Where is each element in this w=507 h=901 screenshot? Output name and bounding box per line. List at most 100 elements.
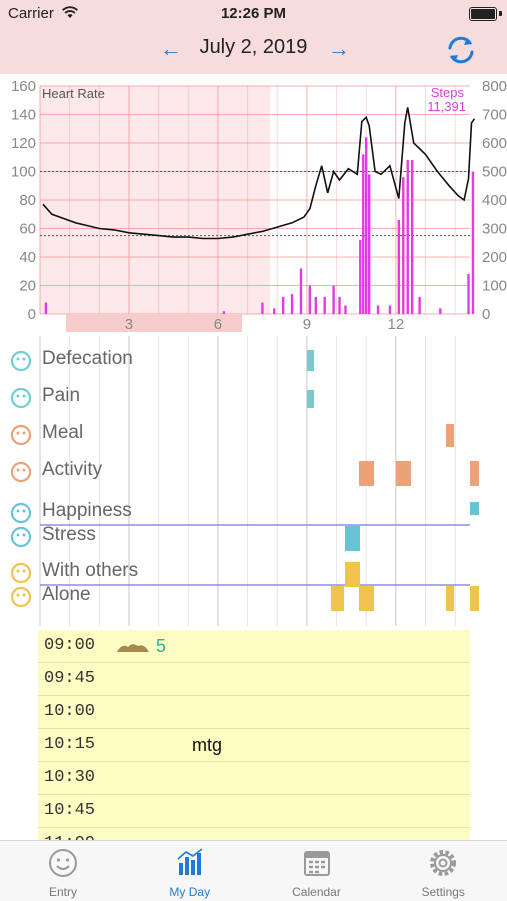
note-time: 09:00 (44, 636, 96, 655)
steps-bar (439, 308, 442, 314)
steps-bar (388, 305, 392, 314)
note-time: 11:00 (44, 834, 95, 840)
left-tick-label: 80 (19, 192, 36, 209)
event-block[interactable] (470, 586, 479, 611)
row-label: Defecation (42, 348, 133, 369)
event-block[interactable] (446, 424, 454, 448)
steps-bar (44, 302, 48, 314)
event-block[interactable] (358, 461, 374, 486)
row-label: Activity (42, 459, 103, 480)
happiness-icon (6, 500, 36, 526)
steps-bar (471, 171, 475, 314)
event-block[interactable] (345, 526, 361, 551)
steps-bar (397, 219, 401, 314)
row-label: Meal (42, 422, 84, 443)
event-block[interactable] (470, 461, 479, 486)
steps-bar (261, 302, 264, 314)
pain-icon (6, 385, 36, 411)
gear-icon (430, 850, 457, 876)
tab-entry[interactable]: Entry (0, 841, 126, 901)
smiley-icon (49, 849, 77, 877)
tab-label: Settings (421, 885, 465, 899)
event-block[interactable] (395, 461, 411, 486)
steps-bar (314, 296, 317, 314)
clock-time: 12:26 PM (220, 5, 287, 22)
right-tick-label: 100 (482, 278, 507, 295)
steps-bar (359, 239, 362, 314)
left-tick-label: 20 (19, 278, 36, 295)
note-row[interactable]: 10:30 (38, 762, 470, 795)
event-block[interactable] (470, 502, 479, 515)
left-tick-label: 40 (19, 249, 36, 266)
note-row[interactable]: 09:00 5 (38, 630, 470, 663)
steps-bar (467, 274, 470, 314)
steps-bar (410, 160, 414, 314)
steps-bar (273, 308, 276, 314)
arrow-left-icon[interactable]: ← (160, 36, 182, 61)
event-block[interactable] (345, 562, 361, 587)
steps-bar (338, 296, 341, 314)
status-bar: Carrier 12:26 PM (0, 0, 507, 28)
event-block[interactable] (306, 350, 315, 354)
right-tick-label: 800 (482, 78, 507, 95)
note-time: 10:45 (44, 801, 96, 820)
note-row[interactable]: 11:00 (38, 828, 470, 840)
alone-icon (6, 584, 36, 610)
event-block[interactable] (330, 586, 344, 611)
battery-tip (499, 11, 502, 16)
steps-bar (323, 296, 326, 314)
carrier-label: Carrier (8, 5, 54, 22)
right-tick-label: 200 (482, 249, 507, 266)
right-tick-label: 600 (482, 135, 507, 152)
heart-rate-steps-chart: 1601401201008060402008007006005004003002… (11, 78, 507, 333)
note-row[interactable]: 10:00 (38, 696, 470, 729)
tab-my-day[interactable]: My Day (127, 841, 253, 901)
defecation-icon (6, 348, 36, 374)
rows-grid (39, 336, 470, 626)
x-tick-label: 12 (388, 316, 405, 333)
tab-calendar[interactable]: Calendar (254, 841, 380, 901)
battery-icon (469, 7, 497, 21)
note-row[interactable]: 10:15 mtg (38, 729, 470, 762)
left-tick-label: 100 (11, 164, 36, 181)
steps-bar (402, 177, 405, 314)
steps-bar (281, 296, 285, 314)
nav-bar: ← July 2, 2019 → (0, 28, 507, 74)
row-label: Stress (42, 524, 96, 545)
row-label: Happiness (42, 500, 132, 521)
tab-label: My Day (169, 885, 211, 899)
event-block[interactable] (306, 389, 315, 408)
steps-bar (365, 137, 368, 314)
x-tick-label: 3 (125, 316, 133, 333)
steps-bar (344, 305, 347, 314)
heart-rate-label: Heart Rate (42, 86, 105, 101)
event-rows: Defecation Pain Meal Activity Happiness Stres… (0, 336, 507, 626)
note-row[interactable]: 09:45 (38, 663, 470, 696)
steps-label: Steps (431, 85, 465, 100)
steps-bar (362, 154, 365, 314)
row-label: Pain (42, 385, 81, 406)
right-tick-label: 300 (482, 221, 507, 238)
arrow-right-icon[interactable]: → (328, 36, 350, 61)
event-block[interactable] (446, 586, 454, 611)
date-title: July 2, 2019 (199, 36, 308, 58)
with-others-icon (6, 560, 36, 586)
steps-bar (290, 294, 294, 314)
note-row[interactable]: 10:45 (38, 795, 470, 828)
event-block[interactable] (358, 586, 374, 611)
note-time: 09:45 (44, 669, 96, 688)
steps-bar (367, 174, 371, 314)
note-time: 10:30 (44, 768, 96, 787)
notes-list[interactable]: 09:00 5 09:45 10:00 10:15 mtg 10:30 10:45 11:00 (38, 630, 470, 840)
tab-settings[interactable]: Settings (380, 841, 506, 901)
bar-chart-icon (177, 848, 203, 875)
event-block[interactable] (306, 353, 315, 371)
steps-bar (376, 305, 380, 314)
refresh-icon[interactable] (443, 32, 479, 68)
row-label: With others (42, 560, 139, 581)
night-band (66, 314, 242, 332)
tab-bar: Entry My Day Calendar Settings (0, 840, 507, 901)
steps-bar (299, 268, 303, 314)
steps-bar (332, 285, 335, 314)
steps-bar (406, 160, 409, 314)
